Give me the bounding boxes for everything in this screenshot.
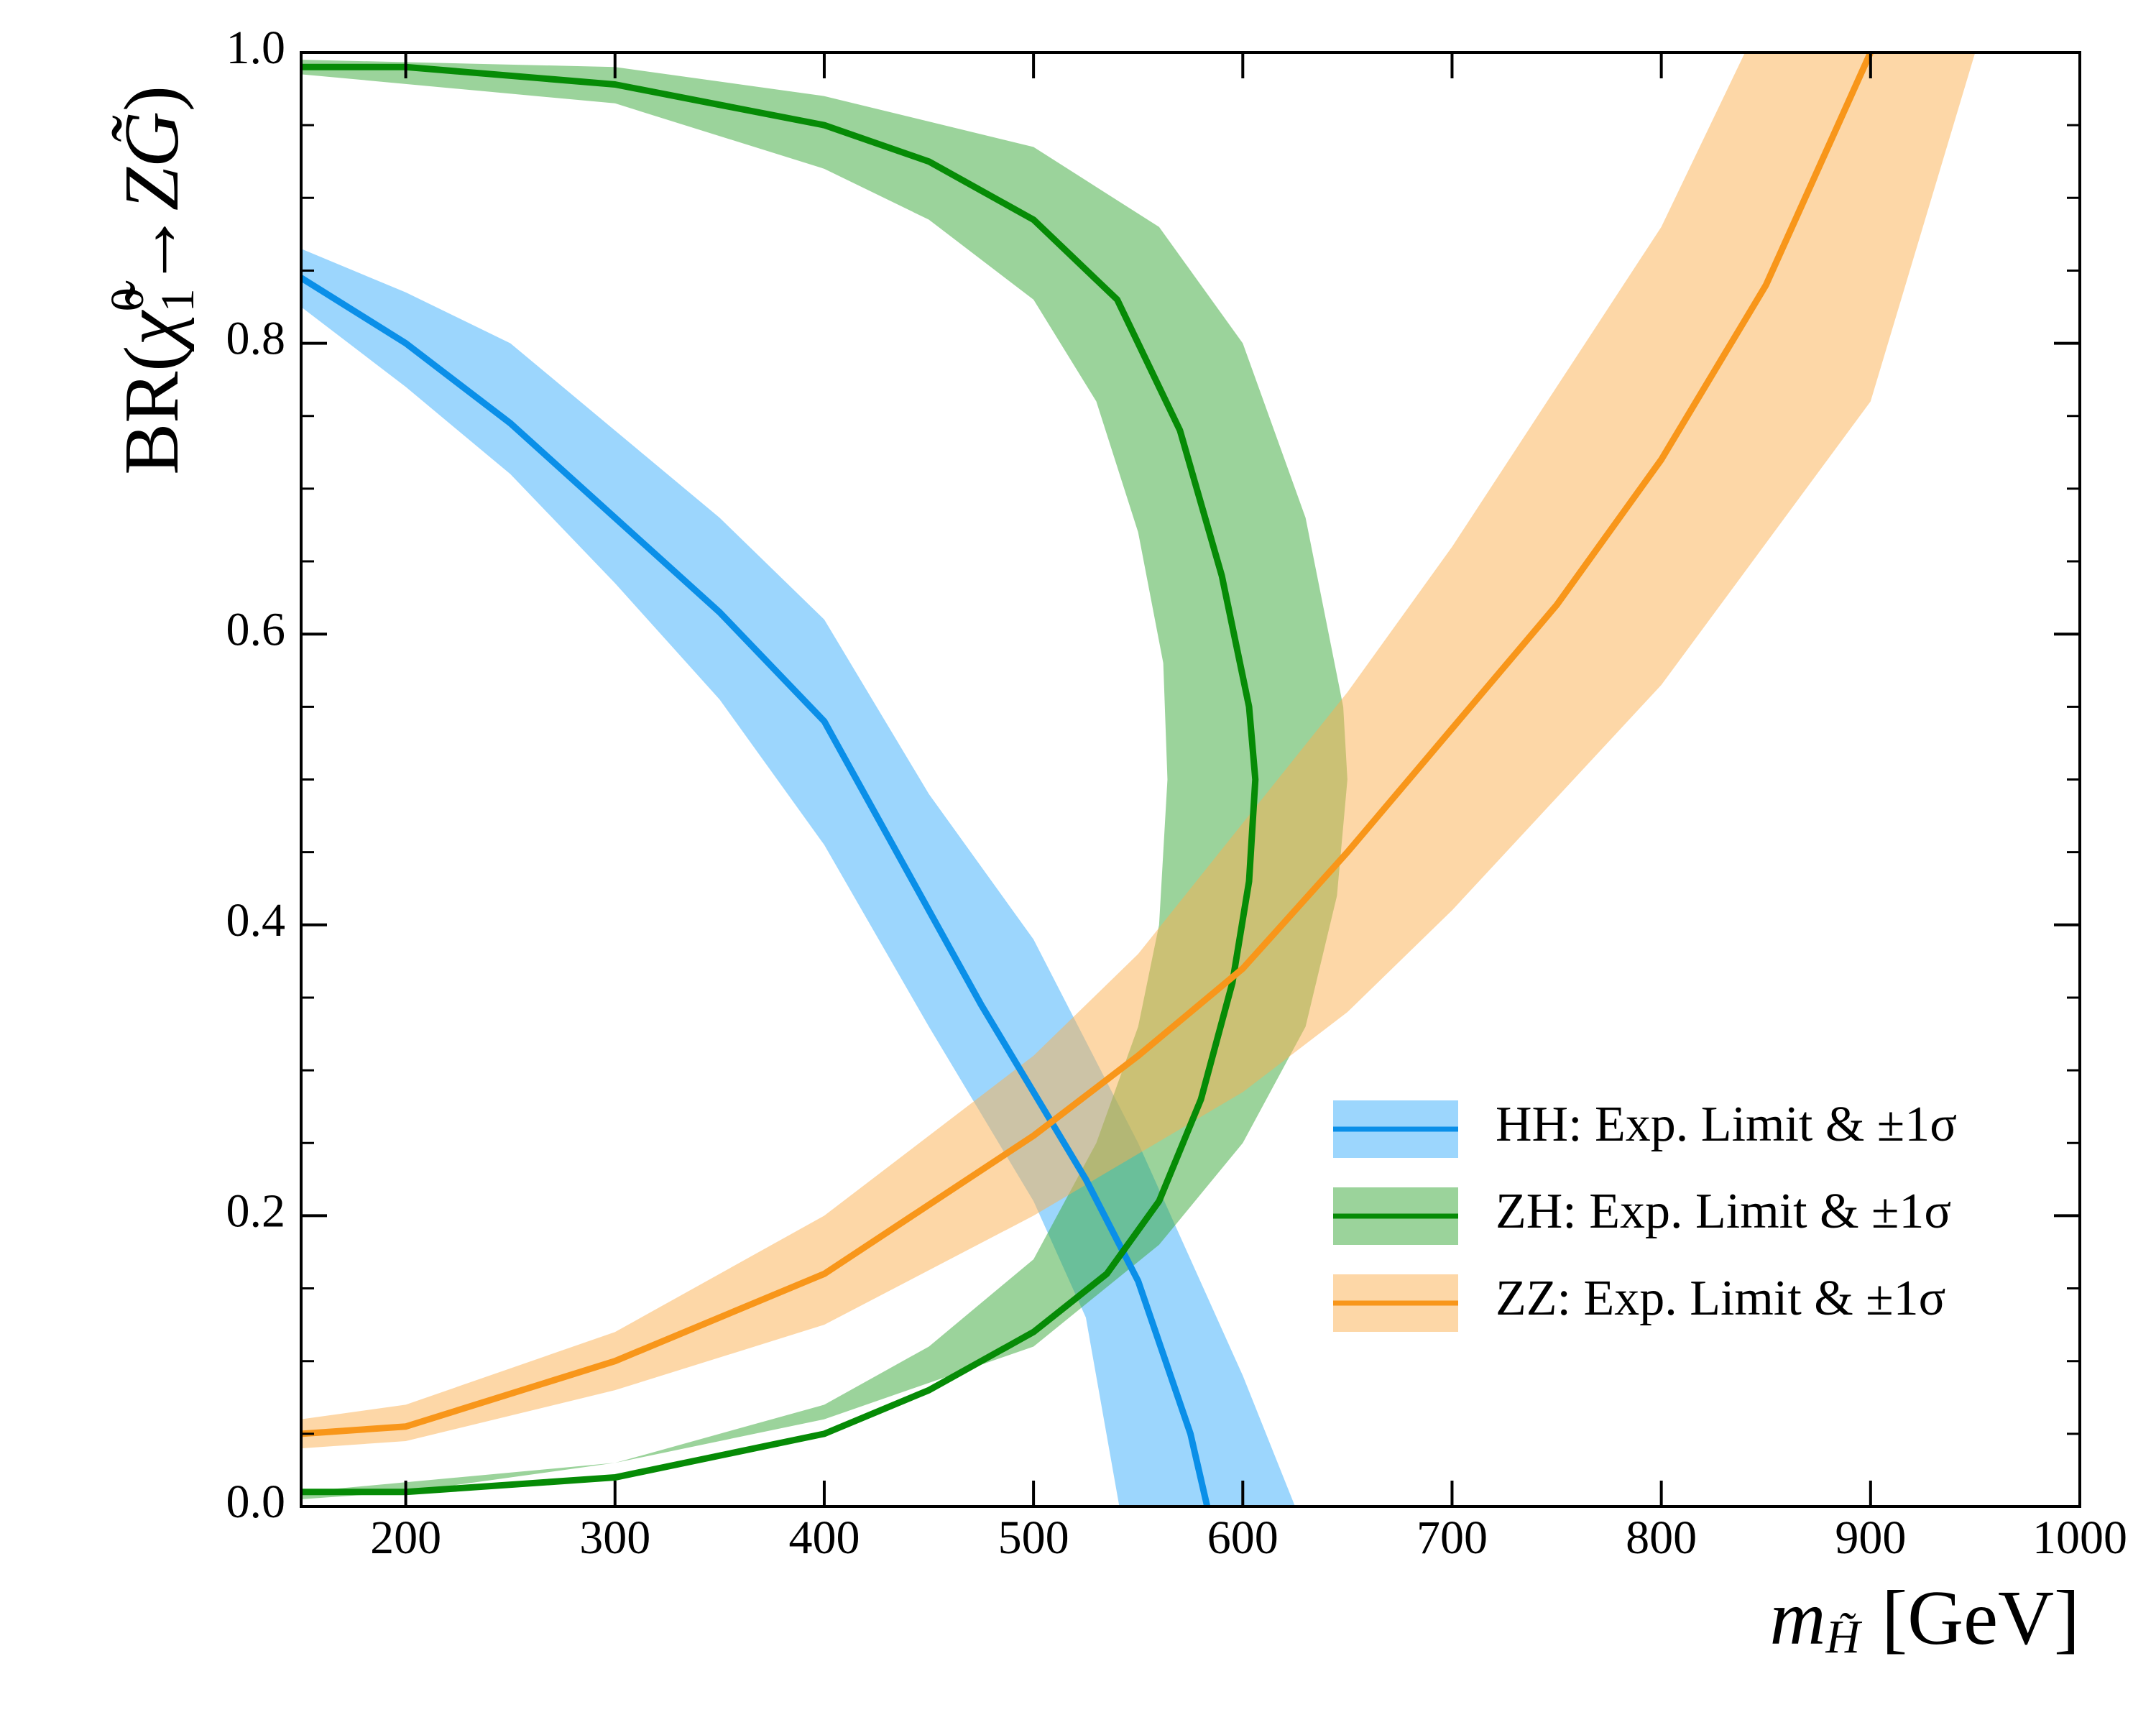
legend-label: HH: Exp. Limit & ±1σ — [1496, 1097, 1957, 1152]
x-tick-label: 800 — [1626, 1512, 1697, 1564]
y-label-sub: 1 — [152, 288, 204, 312]
series-line — [301, 63, 1259, 1496]
y-tick-label: 0.2 — [226, 1185, 286, 1238]
y-tick-label: 0.0 — [226, 1476, 286, 1528]
x-label-subscript: H̃ — [1825, 1611, 1862, 1663]
legend-label: ZH: Exp. Limit & ±1σ — [1496, 1184, 1951, 1239]
bands — [301, 52, 1976, 1506]
y-axis-label: BR(χ̃01→ZG̃) — [101, 86, 204, 475]
y-tick-label: 1.0 — [226, 22, 286, 74]
x-tick-label: 400 — [788, 1512, 860, 1564]
y-label-product: ZG̃ — [109, 111, 195, 211]
band — [301, 52, 1976, 1449]
x-axis-label: mH̃ [GeV] — [1769, 1576, 2080, 1663]
series-line — [301, 275, 1211, 1506]
x-tick-label: 600 — [1207, 1512, 1279, 1564]
x-tick-label: 700 — [1416, 1512, 1488, 1564]
lines — [301, 52, 1874, 1506]
y-label-suffix: ) — [109, 86, 195, 111]
y-tick-label: 0.4 — [226, 894, 286, 947]
x-tick-label: 1000 — [2032, 1512, 2127, 1564]
x-tick-label: 900 — [1835, 1512, 1906, 1564]
x-tick-label: 200 — [370, 1512, 441, 1564]
y-tick-label: 0.6 — [226, 603, 286, 656]
y-label-prefix: BR( — [109, 346, 195, 475]
legend-label: ZZ: Exp. Limit & ±1σ — [1496, 1271, 1945, 1326]
x-label-unit: [GeV] — [1881, 1576, 2080, 1661]
y-label-sup: 0 — [101, 288, 154, 311]
x-tick-label: 300 — [579, 1512, 650, 1564]
x-label-symbol: m — [1769, 1576, 1825, 1661]
y-label-arrow: → — [109, 211, 195, 288]
x-tick-label: 500 — [998, 1512, 1069, 1564]
series-line — [301, 52, 1874, 1438]
y-tick-label: 0.8 — [226, 313, 286, 365]
